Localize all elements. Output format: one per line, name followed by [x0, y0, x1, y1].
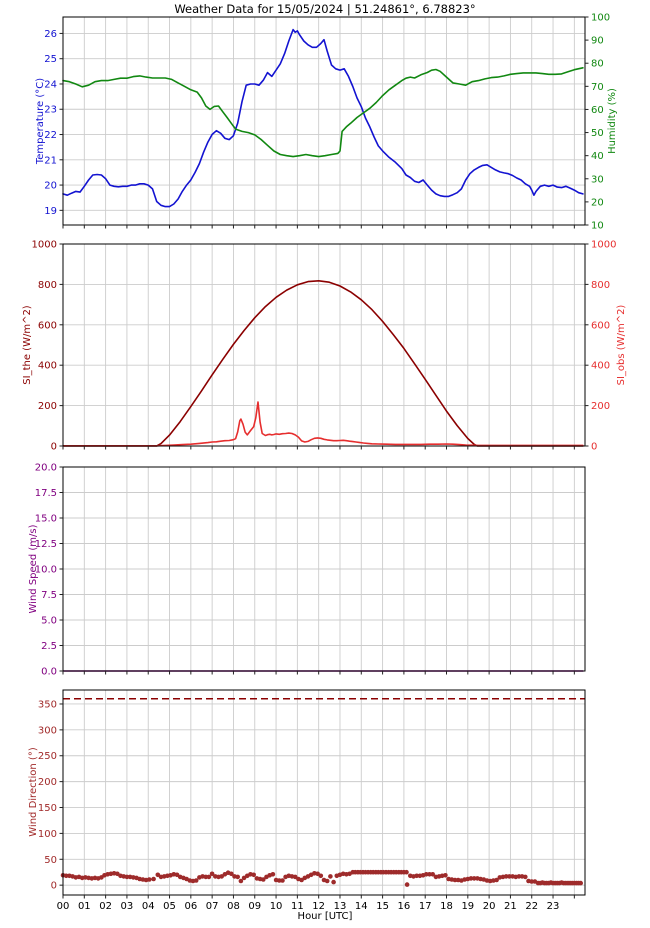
svg-text:09: 09 [248, 901, 261, 912]
wind-direction-axis-label: Wind Direction (°) [28, 747, 39, 837]
subplot-solar-irradiance: 0 200 400 600 800 1000 0 200 400 600 800 1000 [32, 240, 617, 453]
svg-text:7.5: 7.5 [41, 590, 57, 601]
svg-text:60: 60 [591, 105, 604, 116]
si-obs-axis-label: SI_obs (W/m^2) [616, 304, 627, 386]
svg-text:100: 100 [591, 13, 610, 24]
svg-text:300: 300 [38, 725, 57, 736]
x-axis-label: Hour [UTC] [297, 911, 353, 922]
svg-text:20: 20 [44, 181, 57, 192]
svg-text:12.5: 12.5 [35, 539, 57, 550]
svg-text:02: 02 [99, 901, 112, 912]
svg-text:10: 10 [270, 901, 283, 912]
svg-text:600: 600 [38, 320, 57, 331]
svg-text:07: 07 [206, 901, 219, 912]
svg-text:20: 20 [483, 901, 496, 912]
svg-text:0: 0 [591, 442, 597, 453]
svg-text:70: 70 [591, 82, 604, 93]
svg-text:13: 13 [334, 901, 347, 912]
svg-text:200: 200 [591, 401, 610, 412]
svg-text:15.0: 15.0 [35, 514, 57, 525]
temperature-axis-label: Temperature (°C) [35, 77, 46, 165]
svg-text:80: 80 [591, 59, 604, 70]
svg-text:19: 19 [461, 901, 474, 912]
svg-text:5.0: 5.0 [41, 616, 57, 627]
humidity-axis-label: Humidity (%) [607, 88, 618, 154]
chart-title: Weather Data for 15/05/2024 | 51.24861°,… [174, 2, 476, 16]
svg-text:40: 40 [591, 151, 604, 162]
svg-text:150: 150 [38, 803, 57, 814]
svg-text:600: 600 [591, 320, 610, 331]
series-wind-direction [60, 869, 583, 887]
svg-text:21: 21 [44, 155, 57, 166]
svg-text:16: 16 [398, 901, 411, 912]
si-the-axis-label: SI_the (W/m^2) [22, 305, 33, 385]
svg-text:20: 20 [591, 197, 604, 208]
svg-text:15: 15 [376, 901, 389, 912]
series-si-theoretical [62, 279, 584, 447]
svg-text:350: 350 [38, 699, 57, 710]
svg-text:50: 50 [591, 128, 604, 139]
svg-text:14: 14 [355, 901, 368, 912]
svg-text:90: 90 [591, 36, 604, 47]
subplot-wind-direction: 0 50 100 150 200 250 300 350 00 01 02 03 04 05 06 07 08 0… [38, 689, 586, 912]
svg-text:01: 01 [78, 901, 91, 912]
svg-text:20.0: 20.0 [35, 463, 57, 474]
svg-text:100: 100 [38, 829, 57, 840]
svg-text:19: 19 [44, 206, 57, 217]
svg-text:200: 200 [38, 777, 57, 788]
svg-text:17.5: 17.5 [35, 488, 57, 499]
svg-text:22: 22 [525, 901, 538, 912]
svg-text:25: 25 [44, 54, 57, 65]
svg-text:1000: 1000 [591, 240, 616, 251]
subplot-wind-speed: 0.0 2.5 5.0 7.5 10.0 12.5 15.0 17.5 20.0 [35, 463, 586, 678]
svg-text:21: 21 [504, 901, 517, 912]
svg-text:05: 05 [163, 901, 176, 912]
svg-text:06: 06 [184, 901, 197, 912]
svg-text:23: 23 [547, 901, 560, 912]
series-si-observed [62, 401, 584, 447]
svg-text:400: 400 [38, 361, 57, 372]
svg-text:22: 22 [44, 130, 57, 141]
svg-text:23: 23 [44, 105, 57, 116]
wind-speed-axis-label: Wind Speed (m/s) [28, 524, 39, 614]
svg-text:00: 00 [57, 901, 70, 912]
svg-text:10: 10 [591, 221, 604, 232]
svg-text:200: 200 [38, 401, 57, 412]
svg-text:800: 800 [591, 280, 610, 291]
subplot-temperature-humidity: 19 20 21 22 23 24 25 26 10 20 30 40 50 60 70 80 90 100 [44, 13, 610, 232]
svg-text:04: 04 [142, 901, 155, 912]
svg-text:12: 12 [312, 901, 325, 912]
series-humidity [62, 67, 584, 158]
svg-text:11: 11 [291, 901, 304, 912]
series-temperature [62, 28, 584, 208]
svg-text:1000: 1000 [32, 240, 57, 251]
svg-text:2.5: 2.5 [41, 641, 57, 652]
svg-text:800: 800 [38, 280, 57, 291]
svg-text:17: 17 [419, 901, 432, 912]
svg-text:50: 50 [44, 855, 57, 866]
svg-text:03: 03 [121, 901, 134, 912]
svg-text:0: 0 [51, 881, 57, 892]
svg-text:08: 08 [227, 901, 240, 912]
svg-text:400: 400 [591, 361, 610, 372]
svg-text:30: 30 [591, 174, 604, 185]
svg-text:0.0: 0.0 [41, 667, 57, 678]
svg-text:24: 24 [44, 79, 57, 90]
svg-text:250: 250 [38, 751, 57, 762]
svg-text:0: 0 [51, 442, 57, 453]
svg-text:26: 26 [44, 29, 57, 40]
svg-text:10.0: 10.0 [35, 565, 57, 576]
svg-text:18: 18 [440, 901, 453, 912]
